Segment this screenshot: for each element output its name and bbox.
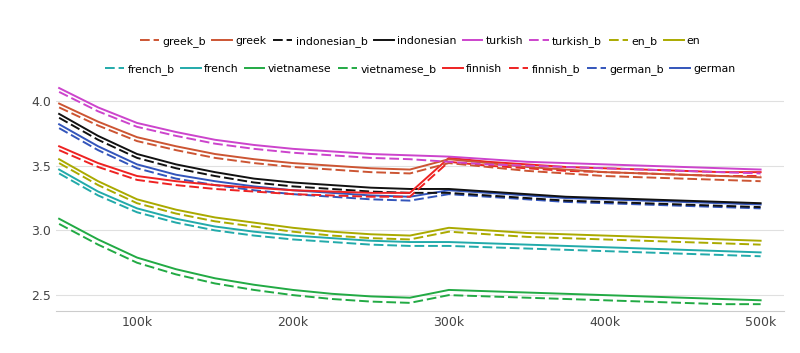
Legend: french_b, french, vietnamese, vietnamese_b, finnish, finnish_b, german_b, german: french_b, french, vietnamese, vietnamese… [101,60,739,79]
